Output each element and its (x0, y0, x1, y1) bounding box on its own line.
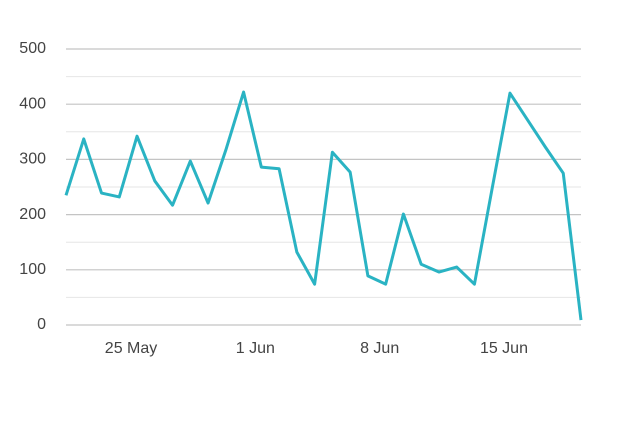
y-tick-label: 0 (37, 316, 46, 333)
x-tick-label: 25 May (105, 340, 157, 357)
y-tick-label: 400 (19, 95, 46, 112)
x-tick-label: 1 Jun (236, 340, 275, 357)
line-series (64, 90, 583, 321)
y-tick-label: 500 (19, 40, 46, 57)
y-tick-label: 100 (19, 261, 46, 278)
y-tick-label: 200 (19, 206, 46, 223)
x-tick-label: 15 Jun (480, 340, 528, 357)
y-tick-label: 300 (19, 151, 46, 168)
x-tick-label: 8 Jun (360, 340, 399, 357)
